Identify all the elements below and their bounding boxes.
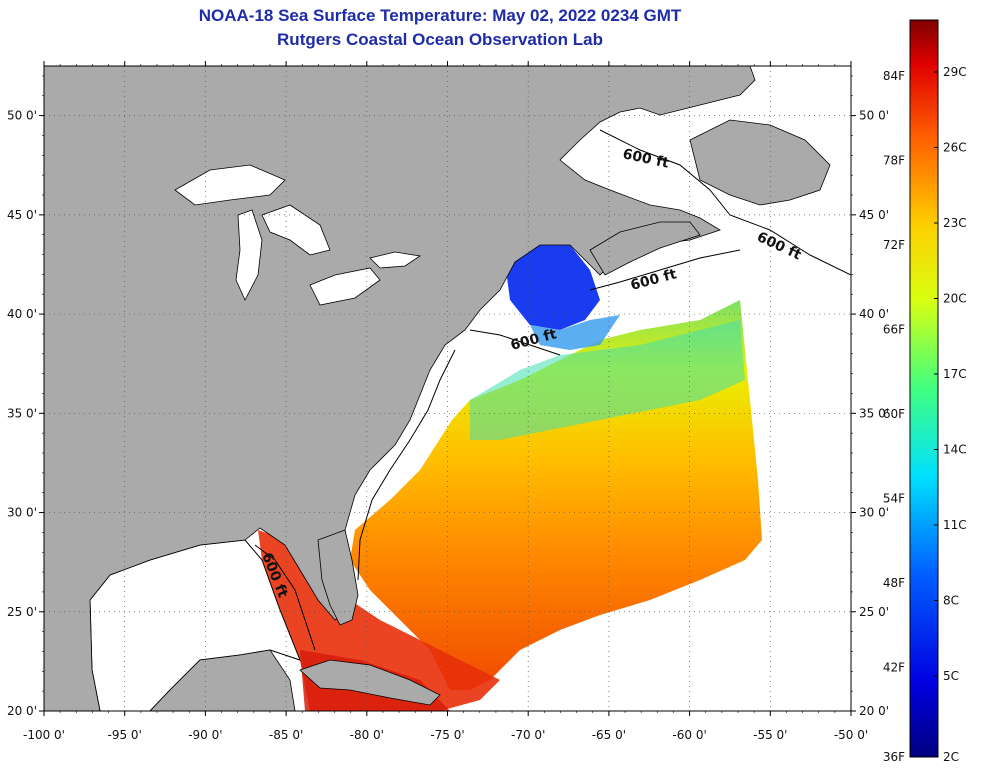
colorbar-c-label: 20C xyxy=(943,292,967,306)
colorbar-f-label: 78F xyxy=(883,154,905,168)
land-nova-scotia xyxy=(589,221,701,276)
colorbar-f-label: 84F xyxy=(883,69,905,83)
longitude-axis: -100 0' -95 0' -90 0' -85 0' -80 0' -75 0' -70… xyxy=(23,61,868,742)
lat-label: 45 0' xyxy=(7,208,37,222)
lat-label: 20 0' xyxy=(7,704,37,718)
great-lakes xyxy=(174,164,422,306)
colorbar-c-label: 8C xyxy=(943,594,959,608)
land-cuba xyxy=(299,659,441,706)
colorbar-c-label: 17C xyxy=(943,367,967,381)
land-yucatan xyxy=(149,649,296,711)
lon-label: -100 0' xyxy=(23,728,65,742)
latitude-axis: 50 0' 50 0' 45 0' 45 0' 40 0' 40 0' 35 0' 35 0'… xyxy=(7,75,889,718)
lat-label-right: 50 0' xyxy=(859,109,889,123)
colorbar-c-label: 14C xyxy=(943,443,967,457)
lat-label-right: 25 0' xyxy=(859,605,889,619)
colorbar-f-label: 54F xyxy=(883,492,905,506)
lat-label: 30 0' xyxy=(7,506,37,520)
lat-label-right: 20 0' xyxy=(859,704,889,718)
map-area xyxy=(44,66,851,711)
map-title: NOAA-18 Sea Surface Temperature: May 02,… xyxy=(198,6,682,25)
colorbar-c-label: 23C xyxy=(943,216,967,230)
colorbar-fahrenheit-labels: 84F 78F 72F 66F 60F 54F 48F 42F 36F xyxy=(883,69,905,764)
lon-label: -90 0' xyxy=(188,728,222,742)
colorbar-c-label: 29C xyxy=(943,65,967,79)
colorbar-f-label: 72F xyxy=(883,238,905,252)
land-florida xyxy=(317,529,359,626)
lon-label: -85 0' xyxy=(269,728,303,742)
lon-label: -95 0' xyxy=(108,728,142,742)
depth-contours xyxy=(254,129,851,651)
map-subtitle: Rutgers Coastal Ocean Observation Lab xyxy=(277,30,603,49)
colorbar-c-label: 2C xyxy=(943,750,959,764)
lat-label-right: 45 0' xyxy=(859,208,889,222)
lon-label: -50 0' xyxy=(834,728,868,742)
lat-label-right: 35 0' xyxy=(859,406,889,420)
lat-label: 50 0' xyxy=(7,109,37,123)
lon-label: -55 0' xyxy=(753,728,787,742)
sst-mixing-zone xyxy=(470,320,745,440)
land-newfoundland xyxy=(689,119,831,206)
lon-label: -65 0' xyxy=(592,728,626,742)
lon-label: -75 0' xyxy=(430,728,464,742)
sst-cold-gulf-of-maine xyxy=(505,245,600,330)
colorbar-f-label: 42F xyxy=(883,661,905,675)
land-north-america xyxy=(44,66,756,711)
lon-label: -80 0' xyxy=(350,728,384,742)
lat-label: 35 0' xyxy=(7,406,37,420)
lat-label-right: 30 0' xyxy=(859,506,889,520)
colorbar-f-label: 36F xyxy=(883,750,905,764)
colorbar-celsius-labels: 29C 26C 23C 20C 17C 14C 11C 8C 5C 2C xyxy=(934,65,967,764)
colorbar-f-label: 48F xyxy=(883,576,905,590)
colorbar-f-label: 60F xyxy=(883,407,905,421)
lon-label: -60 0' xyxy=(672,728,706,742)
colorbar-c-label: 5C xyxy=(943,669,959,683)
sst-cool-shelf xyxy=(530,315,620,350)
colorbar-f-label: 66F xyxy=(883,323,905,337)
colorbar xyxy=(909,19,939,758)
colorbar-c-label: 11C xyxy=(943,518,967,532)
lon-label: -70 0' xyxy=(511,728,545,742)
lat-label: 25 0' xyxy=(7,605,37,619)
lat-label-right: 40 0' xyxy=(859,307,889,321)
lat-label: 40 0' xyxy=(7,307,37,321)
colorbar-c-label: 26C xyxy=(943,141,967,155)
